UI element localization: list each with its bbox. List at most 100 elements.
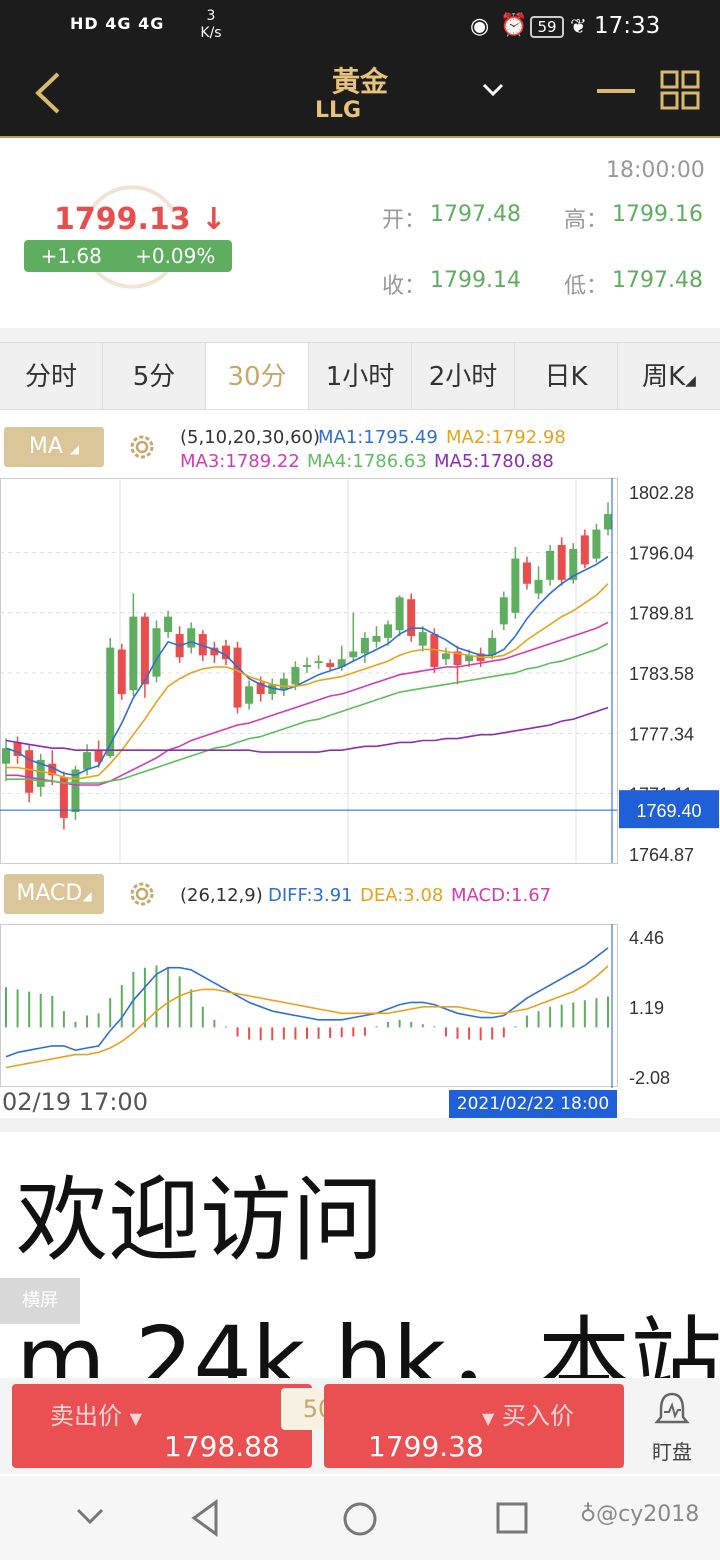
buy-label-text: 买入价 — [501, 1402, 574, 1430]
page-title: 黃金 — [331, 65, 388, 98]
ma3-value: MA3:1789.22 — [180, 451, 300, 472]
sell-label: 卖出价 ▼ — [50, 1396, 142, 1431]
candle-body — [326, 663, 335, 667]
quote-time: 18:00:00 — [606, 158, 705, 183]
candle-body — [245, 686, 254, 704]
network-speed: 3 K/s — [196, 8, 226, 42]
candle-body — [407, 599, 416, 636]
network-speed-value: 3 — [206, 8, 216, 24]
tab-weekly[interactable]: 周K◢ — [618, 343, 720, 409]
candle-body — [580, 535, 589, 565]
low-value: 1797.48 — [612, 268, 703, 293]
last-price: 1799.13 ↓ — [54, 202, 226, 237]
candle-body — [349, 651, 358, 658]
price-tick-label: 1796.04 — [629, 543, 694, 563]
candle-body — [187, 628, 196, 648]
arrow-down-icon: ↓ — [190, 202, 227, 237]
dropdown-caret-icon: ▼ — [482, 1409, 495, 1428]
macd-selector[interactable]: MACD◢ — [4, 874, 104, 914]
chevron-down-icon[interactable] — [482, 82, 504, 98]
candle-body — [303, 665, 311, 667]
candle-body — [129, 616, 138, 691]
ma5-value: MA5:1780.88 — [434, 451, 554, 472]
sell-button[interactable]: 卖出价 ▼ 1798.88 — [12, 1384, 312, 1468]
tab-1hour[interactable]: 1小时 — [309, 343, 412, 409]
tab-5min[interactable]: 5分 — [103, 343, 206, 409]
candle-body — [198, 634, 207, 656]
macd-params: (26,12,9) — [180, 885, 263, 906]
change-badge: +1.68 +0.09% — [24, 240, 232, 272]
high-value: 1799.16 — [612, 202, 703, 227]
tab-weekly-label: 周K — [642, 362, 686, 392]
tab-1min[interactable]: 分时 — [0, 343, 103, 409]
dropdown-triangle-icon: ◢ — [685, 373, 696, 389]
candle-body — [291, 666, 300, 685]
ma-params: (5,10,20,30,60) — [180, 427, 321, 448]
macd-settings-icon[interactable] — [126, 878, 158, 910]
candle-body — [314, 661, 323, 664]
watch-label: 盯盘 — [652, 1440, 692, 1464]
price-tick-label: 1764.87 — [629, 845, 694, 865]
candle-body — [360, 637, 369, 654]
ma-selector[interactable]: MA ◢ — [4, 427, 104, 467]
eye-icon: ◉ — [470, 14, 490, 39]
leaf-icon: ❦ — [570, 14, 587, 38]
price-tick-label: 1783.58 — [629, 664, 694, 684]
watch-button[interactable]: 盯盘 — [632, 1384, 712, 1468]
tab-30min[interactable]: 30分 — [206, 343, 309, 409]
candle-body — [441, 653, 450, 660]
price-tick-label: 1789.81 — [629, 604, 694, 624]
back-icon[interactable] — [30, 70, 66, 116]
candle-body — [418, 632, 427, 646]
price-tick-label: 1802.28 — [629, 483, 694, 503]
clock: 17:33 — [594, 13, 661, 39]
candle-body — [256, 682, 265, 695]
change-value: +1.68 — [40, 244, 102, 268]
watermark: ♁@cy2018 — [580, 1502, 699, 1527]
low-label: 低： — [564, 274, 609, 299]
candle-body — [279, 678, 288, 691]
weibo-icon: ♁ — [580, 1502, 597, 1527]
network-speed-unit: K/s — [200, 25, 222, 41]
sell-price: 1798.88 — [164, 1430, 280, 1463]
dea-line — [5, 965, 609, 1069]
quote-panel: 1799.13 ↓ +1.68 +0.09% 18:00:00 开： 1797.… — [0, 140, 720, 328]
minimize-icon[interactable] — [597, 89, 635, 93]
nav-collapse-icon[interactable] — [74, 1506, 106, 1528]
diff-value: DIFF:3.91 — [268, 885, 353, 906]
buy-button[interactable]: ▼ 买入价 1799.38 — [324, 1384, 624, 1468]
grid-menu-icon[interactable] — [660, 70, 700, 110]
candle-body — [94, 750, 103, 762]
macd-tick-label: 4.46 — [629, 928, 664, 948]
candlestick-chart[interactable]: 1802.281796.041789.811783.581777.341771.… — [0, 478, 720, 866]
macd-selector-label: MACD — [16, 881, 83, 906]
ma-settings-icon[interactable] — [126, 431, 158, 463]
dropdown-triangle-icon: ◢ — [82, 889, 92, 903]
candle-body — [106, 647, 115, 756]
macd-frame — [0, 924, 618, 1087]
candle-body — [337, 659, 346, 667]
tab-daily[interactable]: 日K — [515, 343, 618, 409]
macd-chart[interactable]: 4.46 1.19 -2.08 — [0, 924, 720, 1088]
cursor-time-label: 2021/02/22 18:00 — [449, 1090, 617, 1118]
tab-2hour[interactable]: 2小时 — [412, 343, 515, 409]
nav-recents-icon[interactable] — [494, 1500, 530, 1536]
price-tick-label: 1777.34 — [629, 724, 694, 744]
change-percent: +0.09% — [135, 244, 216, 268]
candle-body — [13, 742, 22, 756]
page-subtitle: LLG — [314, 98, 362, 123]
macd-tick-label: -2.08 — [629, 1068, 670, 1088]
trade-bar: 卖出价 ▼ 1798.88 50 ▼ 买入价 1799.38 盯盘 — [0, 1378, 720, 1474]
landscape-button[interactable]: 横屏 — [0, 1278, 80, 1324]
sell-label-text: 卖出价 — [50, 1402, 122, 1430]
nav-back-icon[interactable] — [188, 1498, 222, 1538]
candle-body — [488, 637, 497, 656]
buy-label: ▼ 买入价 — [482, 1396, 574, 1431]
candle-body — [430, 634, 439, 667]
candle-body — [210, 647, 219, 656]
bell-icon — [654, 1392, 690, 1424]
current-price-label: 1769.40 — [636, 801, 701, 821]
nav-home-icon[interactable] — [341, 1500, 379, 1538]
candle-body — [71, 769, 80, 813]
chart-frame — [0, 478, 618, 864]
